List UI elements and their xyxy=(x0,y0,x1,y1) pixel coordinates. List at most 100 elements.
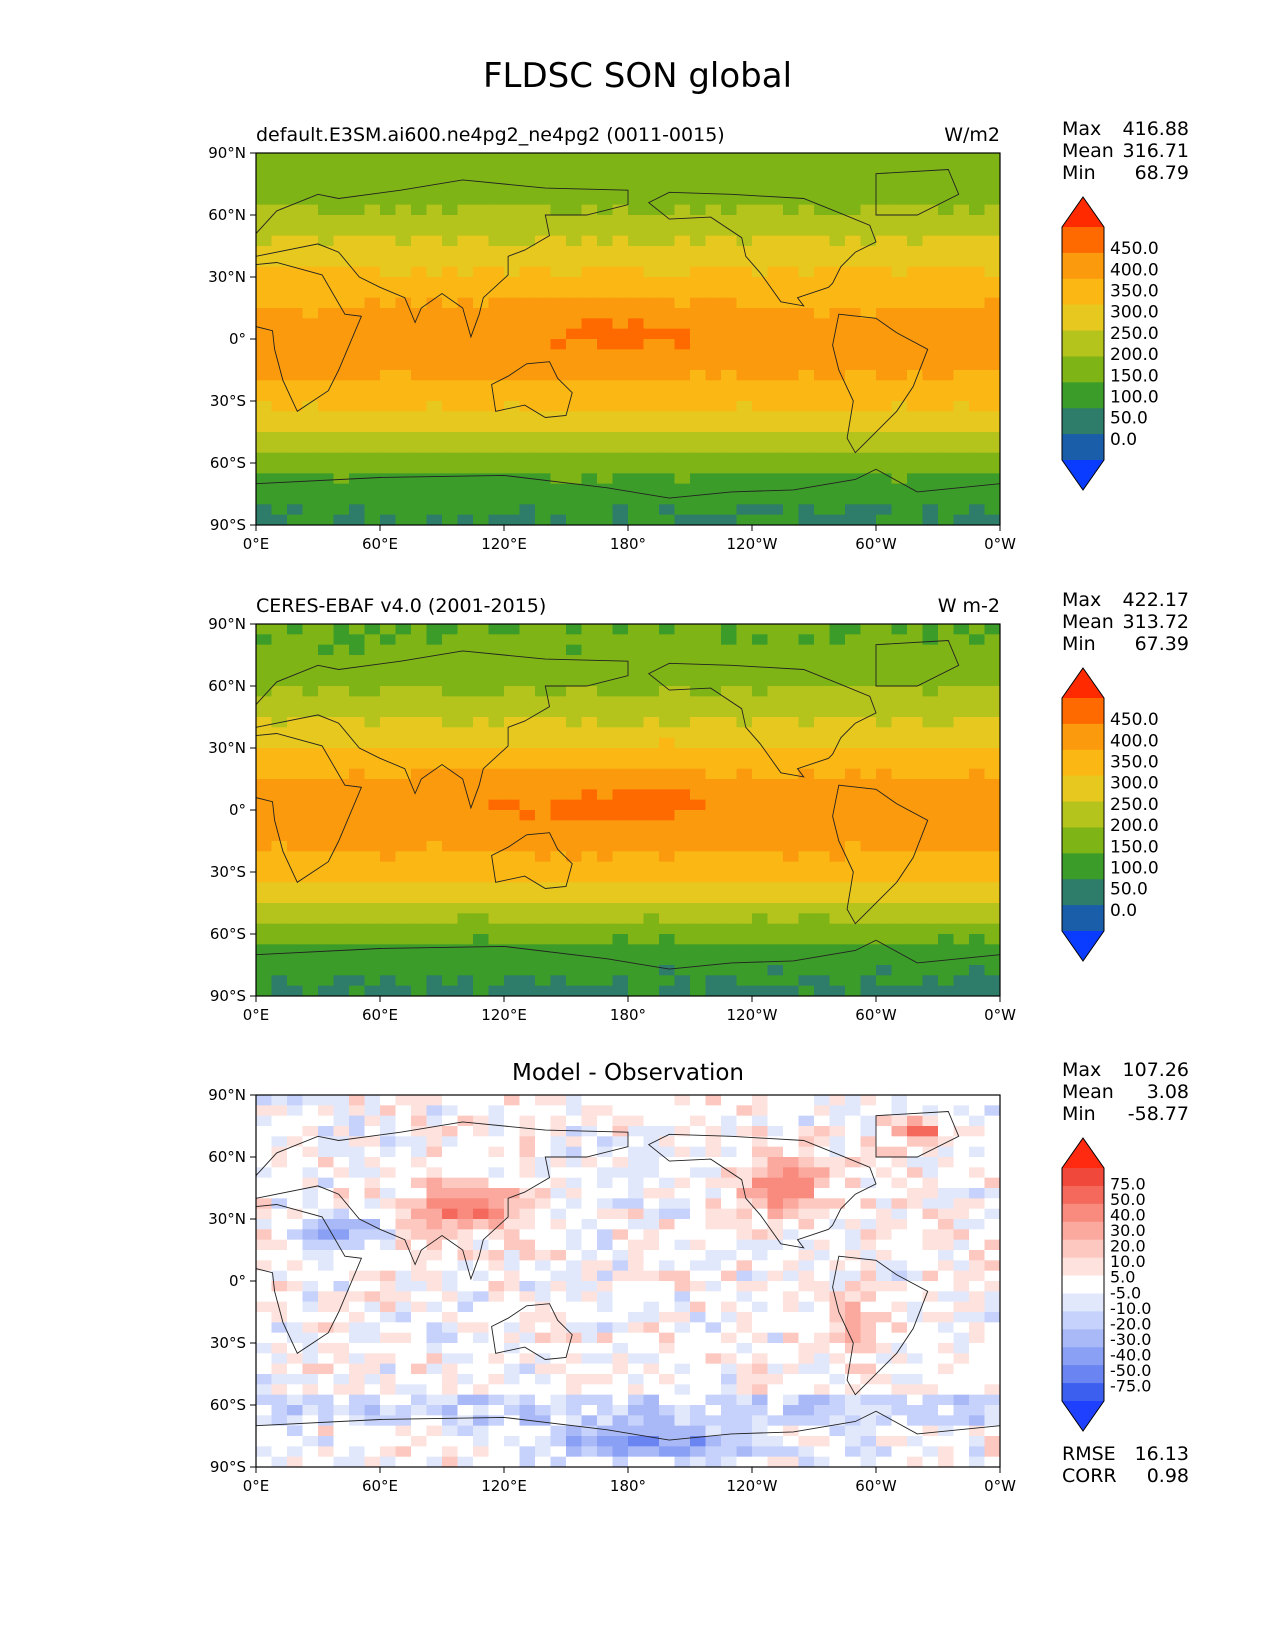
field-cell xyxy=(287,696,304,708)
field-cell xyxy=(783,1115,800,1127)
field-cell xyxy=(550,1250,567,1261)
field-cell xyxy=(364,318,381,330)
field-cell xyxy=(907,923,924,935)
field-cell xyxy=(643,287,660,299)
field-cell xyxy=(736,789,753,801)
field-cell xyxy=(550,1353,567,1365)
field-cell xyxy=(953,318,970,330)
field-cell xyxy=(488,1095,505,1106)
field-cell xyxy=(364,277,381,288)
field-cell xyxy=(798,1353,815,1365)
field-cell xyxy=(674,1229,691,1241)
field-cell xyxy=(519,1270,536,1282)
field-cell xyxy=(256,1157,273,1168)
field-cell xyxy=(473,442,490,454)
field-cell xyxy=(457,225,474,237)
field-cell xyxy=(302,204,319,216)
field-cell xyxy=(566,737,583,749)
field-cell xyxy=(411,934,428,945)
field-cell xyxy=(860,779,877,790)
field-cell xyxy=(612,225,629,237)
field-cell xyxy=(256,985,273,996)
field-cell xyxy=(364,789,381,801)
field-cell xyxy=(364,401,381,412)
field-cell xyxy=(721,308,738,319)
field-cell xyxy=(721,655,738,666)
field-cell xyxy=(566,768,583,780)
field-cell xyxy=(535,1281,552,1292)
field-cell xyxy=(628,184,645,195)
field-cell xyxy=(752,892,769,904)
field-cell xyxy=(659,841,676,852)
field-cell xyxy=(287,913,304,925)
field-cell xyxy=(938,851,955,863)
field-cell xyxy=(457,349,474,361)
field-cell xyxy=(814,494,831,505)
field-cell xyxy=(426,799,443,811)
field-cell xyxy=(271,634,288,646)
field-cell xyxy=(318,463,335,474)
field-cell xyxy=(907,421,924,433)
field-cell xyxy=(674,1343,691,1354)
field-cell xyxy=(271,1281,288,1292)
field-cell xyxy=(767,483,784,495)
field-cell xyxy=(597,954,614,966)
field-cell xyxy=(411,675,428,687)
field-cell xyxy=(426,1157,443,1168)
field-cell xyxy=(519,1229,536,1241)
field-cell xyxy=(519,463,536,474)
field-cell xyxy=(922,401,939,412)
field-cell xyxy=(783,359,800,371)
field-cell xyxy=(736,934,753,945)
field-cell xyxy=(271,768,288,780)
field-cell xyxy=(845,923,862,935)
field-cell xyxy=(287,1332,304,1344)
field-cell xyxy=(938,799,955,811)
field-cell xyxy=(612,483,629,495)
field-cell xyxy=(411,1219,428,1230)
field-cell xyxy=(380,696,397,708)
field-cell xyxy=(736,737,753,749)
field-cell xyxy=(426,514,443,525)
field-cell xyxy=(364,1343,381,1354)
field-cell xyxy=(643,494,660,505)
field-cell xyxy=(829,442,846,454)
field-cell xyxy=(597,463,614,474)
field-cell xyxy=(984,1126,1000,1137)
field-cell xyxy=(953,872,970,883)
field-cell xyxy=(442,359,459,371)
field-cell xyxy=(581,1095,598,1106)
field-cell xyxy=(612,686,629,697)
field-cell xyxy=(442,686,459,697)
field-cell xyxy=(488,1353,505,1365)
field-cell xyxy=(767,882,784,894)
field-cell xyxy=(860,903,877,914)
field-cell xyxy=(442,380,459,392)
field-cell xyxy=(504,810,521,821)
field-cell xyxy=(674,380,691,392)
field-cell xyxy=(597,235,614,247)
field-cell xyxy=(907,1281,924,1292)
field-cell xyxy=(256,696,273,708)
field-cell xyxy=(411,872,428,883)
field-cell xyxy=(829,975,846,987)
field-cell xyxy=(364,339,381,350)
field-cell xyxy=(287,452,304,464)
field-cell xyxy=(829,1374,846,1385)
field-cell xyxy=(566,194,583,206)
field-cell xyxy=(736,442,753,454)
field-cell xyxy=(674,318,691,330)
field-cell xyxy=(411,1105,428,1117)
field-cell xyxy=(674,153,691,164)
field-cell xyxy=(550,1374,567,1385)
field-cell xyxy=(736,349,753,361)
field-cell xyxy=(798,1384,815,1396)
field-cell xyxy=(318,717,335,728)
field-cell xyxy=(333,1157,350,1168)
field-cell xyxy=(504,789,521,801)
field-cell xyxy=(597,830,614,842)
field-cell xyxy=(736,1312,753,1323)
field-cell xyxy=(628,913,645,925)
field-cell xyxy=(798,810,815,821)
field-cell xyxy=(643,810,660,821)
